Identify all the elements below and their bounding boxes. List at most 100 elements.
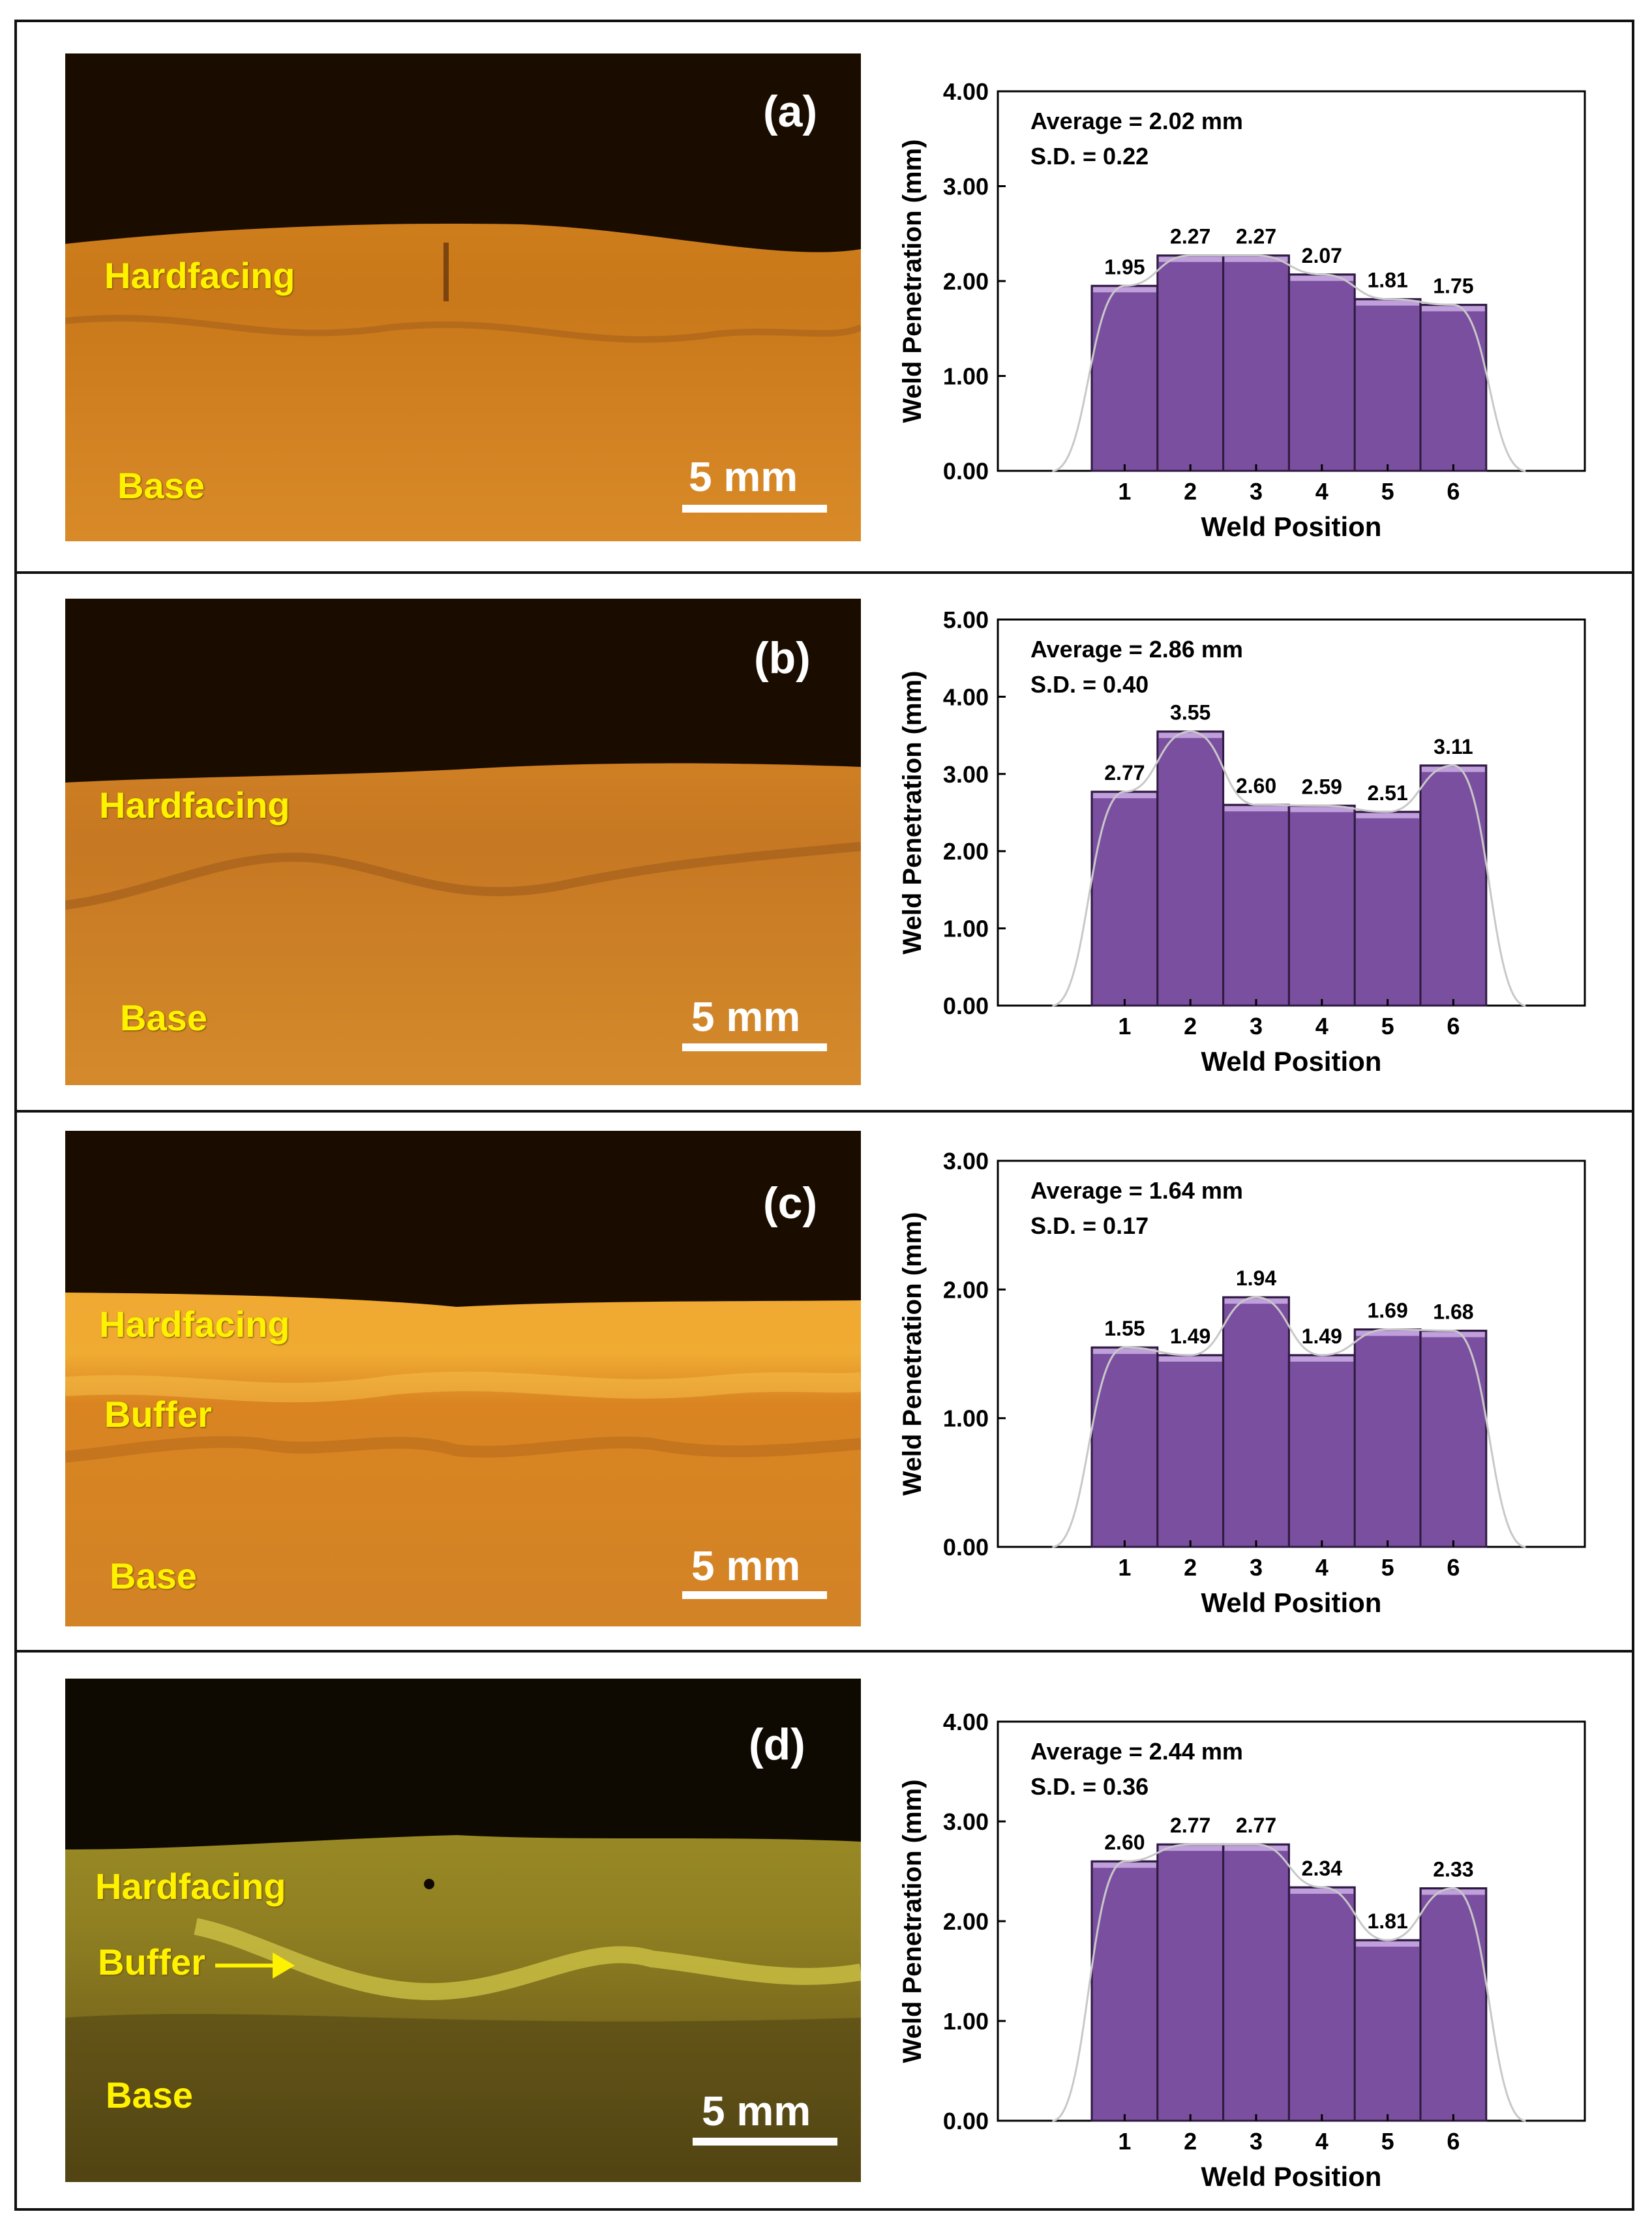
- bar: [1287, 1886, 1356, 2122]
- bar: [1353, 1939, 1422, 2122]
- bar-highlight: [1290, 1356, 1354, 1362]
- panel-letter: (b): [754, 633, 811, 683]
- x-tick-label: 1: [1118, 1554, 1131, 1581]
- x-tick-label: 5: [1381, 1013, 1394, 1040]
- y-tick-label: 2.00: [943, 268, 989, 295]
- y-tick-label: 0.00: [943, 2108, 989, 2134]
- x-tick-label: 6: [1447, 478, 1460, 505]
- panel-letter: (d): [749, 1720, 805, 1769]
- sd-annotation: S.D. = 0.17: [1030, 1212, 1149, 1239]
- bar-highlight: [1224, 256, 1288, 262]
- trend-curve: [1052, 1843, 1526, 2122]
- x-tick-label: 5: [1381, 2128, 1394, 2155]
- data-label: 2.34: [1302, 1857, 1342, 1880]
- data-label: 1.68: [1433, 1300, 1473, 1323]
- y-tick-label: 1.00: [943, 1405, 989, 1432]
- y-axis-title: Weld Penetration (mm): [898, 1212, 927, 1496]
- y-tick-label: 3.00: [943, 761, 989, 788]
- data-label: 2.59: [1302, 775, 1342, 798]
- x-tick-label: 6: [1447, 1554, 1460, 1581]
- x-tick-label: 2: [1184, 1554, 1197, 1581]
- panel-letter: (a): [763, 87, 818, 136]
- scale-bar: [693, 2138, 837, 2146]
- bar: [1090, 284, 1159, 472]
- x-axis-title: Weld Position: [1201, 1046, 1382, 1077]
- bar-highlight: [1093, 1349, 1156, 1354]
- data-label: 1.81: [1367, 1909, 1407, 1933]
- scale-bar: [682, 505, 827, 513]
- data-label: 1.94: [1236, 1266, 1276, 1290]
- x-tick-label: 4: [1315, 1013, 1329, 1040]
- scale-bar: [682, 1591, 827, 1599]
- x-tick-label: 3: [1250, 1013, 1263, 1040]
- layer-label: Hardfacing: [104, 255, 295, 296]
- y-tick-label: 2.00: [943, 1276, 989, 1303]
- panel-divider: [14, 1110, 1634, 1113]
- scale-bar-label: 5 mm: [702, 2087, 811, 2134]
- chart-a: 0.00 1.00 2.00 3.00 4.00 1.95 1 2.27 2 2.27 3 2.07 4…: [898, 78, 1586, 542]
- bar: [1090, 1346, 1159, 1548]
- trend-curve: [1052, 254, 1526, 472]
- layer-label: Base: [106, 2074, 193, 2116]
- figure-frame: [14, 20, 1634, 2211]
- bar: [1419, 303, 1488, 472]
- bar-highlight: [1422, 766, 1485, 772]
- y-tick-label: 2.00: [943, 1908, 989, 1935]
- panel-divider: [14, 571, 1634, 574]
- x-tick-label: 4: [1315, 478, 1329, 505]
- data-label: 2.77: [1170, 1814, 1210, 1837]
- bar-highlight: [1093, 287, 1156, 293]
- data-label: 1.55: [1104, 1317, 1145, 1340]
- average-annotation: Average = 1.64 mm: [1030, 1177, 1243, 1204]
- y-axis-title: Weld Penetration (mm): [898, 1780, 927, 2063]
- micrograph-c: [65, 1131, 861, 1626]
- bar-highlight: [1290, 1888, 1354, 1894]
- data-label: 1.95: [1104, 255, 1145, 278]
- x-tick-label: 6: [1447, 1013, 1460, 1040]
- layer-label: Hardfacing: [99, 785, 290, 826]
- layer-label: Hardfacing: [99, 1304, 290, 1345]
- data-label: 2.77: [1236, 1814, 1276, 1837]
- data-label: 2.60: [1104, 1831, 1145, 1854]
- y-tick-label: 5.00: [943, 606, 989, 633]
- sd-annotation: S.D. = 0.40: [1030, 671, 1149, 698]
- sd-annotation: S.D. = 0.36: [1030, 1773, 1149, 1800]
- bar-highlight: [1093, 1862, 1156, 1868]
- bar: [1287, 273, 1356, 472]
- y-tick-label: 3.00: [943, 1808, 989, 1835]
- bar: [1287, 1354, 1356, 1548]
- buffer-arrow-label: Buffer: [98, 1941, 205, 1982]
- layer-label: Buffer: [104, 1394, 212, 1435]
- chart-d: 0.00 1.00 2.00 3.00 4.00 2.60 1 2.77 2 2.77 3 2.34 4…: [898, 1709, 1586, 2192]
- data-label: 2.60: [1236, 774, 1276, 798]
- data-label: 1.49: [1170, 1324, 1210, 1348]
- sd-annotation: S.D. = 0.22: [1030, 143, 1149, 170]
- y-tick-label: 2.00: [943, 838, 989, 865]
- bar-highlight: [1422, 1889, 1485, 1895]
- bar: [1419, 1887, 1488, 2122]
- x-tick-label: 3: [1250, 1554, 1263, 1581]
- x-tick-label: 2: [1184, 1013, 1197, 1040]
- bar: [1090, 790, 1159, 1007]
- layer-label: Base: [117, 465, 205, 506]
- bar: [1156, 254, 1225, 472]
- bar-highlight: [1158, 1846, 1222, 1851]
- trend-curve: [1052, 730, 1526, 1007]
- bar-highlight: [1093, 793, 1156, 799]
- x-tick-label: 1: [1118, 2128, 1131, 2155]
- bar-highlight: [1158, 732, 1222, 738]
- y-tick-label: 1.00: [943, 916, 989, 942]
- x-tick-label: 3: [1250, 478, 1263, 505]
- micrograph-b: [65, 599, 861, 1085]
- y-tick-label: 3.00: [943, 1148, 989, 1174]
- data-label: 1.69: [1367, 1299, 1407, 1323]
- micrograph-d: [65, 1679, 861, 2182]
- data-label: 1.75: [1433, 274, 1473, 297]
- bar: [1419, 764, 1488, 1007]
- bar: [1222, 1296, 1290, 1548]
- y-tick-label: 0.00: [943, 1534, 989, 1561]
- buffer-arrow-shaft: [215, 1964, 274, 1967]
- scale-bar: [682, 1043, 827, 1051]
- x-axis-title: Weld Position: [1201, 1587, 1382, 1618]
- bar-highlight: [1356, 1330, 1419, 1336]
